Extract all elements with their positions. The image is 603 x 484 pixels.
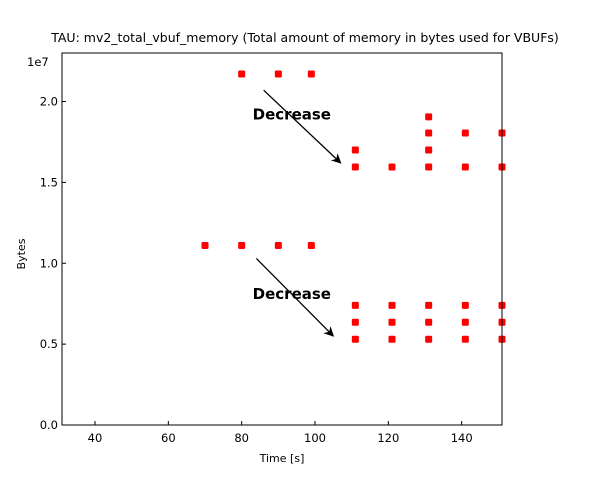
- x-tick-label: 40: [88, 431, 103, 445]
- annotation-label: Decrease: [253, 285, 331, 303]
- data-point: [425, 335, 433, 343]
- data-point: [201, 241, 209, 249]
- plot-frame: [61, 52, 503, 426]
- data-point: [461, 318, 469, 326]
- data-point: [425, 129, 433, 137]
- data-point: [388, 335, 396, 343]
- data-point: [388, 301, 396, 309]
- x-tick-label: 80: [234, 431, 249, 445]
- data-point: [461, 335, 469, 343]
- chart-title: TAU: mv2_total_vbuf_memory (Total amount…: [50, 30, 559, 45]
- data-point: [307, 70, 315, 78]
- x-tick-label: 140: [451, 431, 473, 445]
- y-tick-label: 0.5: [40, 337, 58, 351]
- data-point: [425, 163, 433, 171]
- data-point: [274, 70, 282, 78]
- data-point: [274, 241, 282, 249]
- data-point: [425, 318, 433, 326]
- data-point: [307, 241, 315, 249]
- data-point: [461, 301, 469, 309]
- y-tick-label: 0.0: [40, 418, 58, 432]
- data-point: [425, 146, 433, 154]
- annotations: Decrease Decrease: [253, 89, 342, 337]
- data-point: [351, 301, 359, 309]
- y-tick-label: 1.0: [40, 256, 58, 270]
- data-point: [351, 335, 359, 343]
- data-point: [461, 129, 469, 137]
- annotation-arrow: [255, 257, 335, 337]
- y-axis: 0.0 0.5 1.0 1.5 2.0: [40, 95, 66, 432]
- y-axis-label: Bytes: [15, 238, 28, 269]
- annotation-label: Decrease: [253, 105, 331, 123]
- y-offset-label: 1e7: [27, 55, 49, 69]
- data-point: [388, 163, 396, 171]
- x-tick-label: 120: [377, 431, 399, 445]
- data-points: [201, 70, 506, 343]
- data-point: [351, 146, 359, 154]
- data-point: [425, 301, 433, 309]
- data-point: [425, 113, 433, 121]
- x-axis-label: Time [s]: [259, 452, 305, 465]
- y-tick-label: 2.0: [40, 95, 58, 109]
- x-tick-label: 60: [161, 431, 176, 445]
- annotation-arrow: [263, 89, 342, 164]
- x-axis: 40 60 80 100 120 140: [88, 421, 473, 445]
- x-tick-label: 100: [304, 431, 326, 445]
- y-tick-label: 1.5: [40, 175, 58, 189]
- data-point: [238, 70, 246, 78]
- data-point: [351, 318, 359, 326]
- data-point: [388, 318, 396, 326]
- data-point: [351, 163, 359, 171]
- data-point: [461, 163, 469, 171]
- data-point: [238, 241, 246, 249]
